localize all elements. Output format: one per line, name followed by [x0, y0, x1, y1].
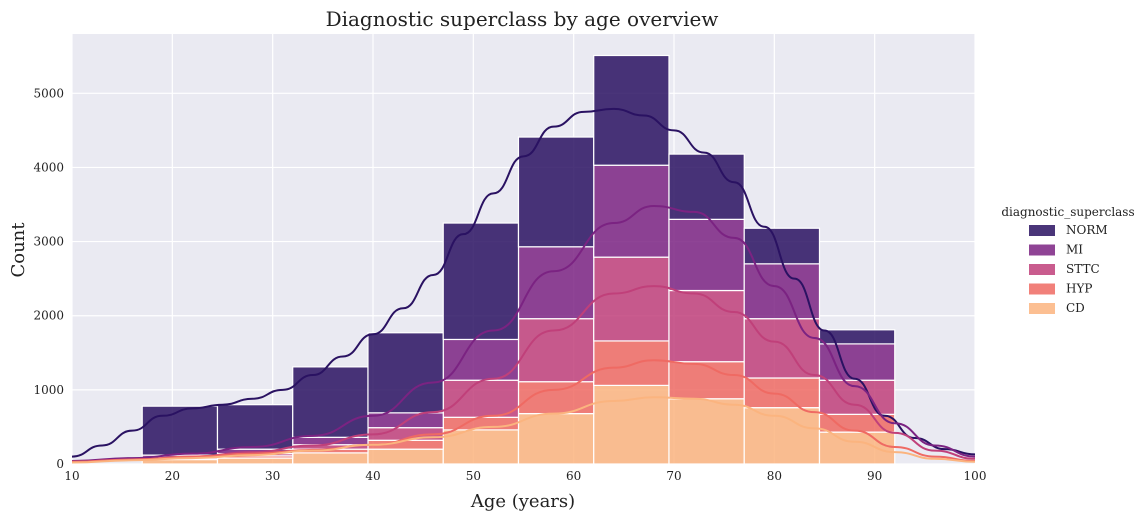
y-axis-title: Count: [8, 222, 29, 278]
x-tick-label: 90: [867, 469, 882, 483]
x-tick-label: 40: [365, 469, 380, 483]
bar-sttc: [517, 318, 595, 383]
x-tick-labels: 10 20 30 40 50 60 70 80 90 100: [64, 469, 986, 483]
bar-cd: [517, 412, 595, 465]
bar-norm: [668, 153, 745, 220]
y-tick-label: 3000: [33, 235, 64, 249]
bar-sttc: [442, 379, 520, 418]
y-tick-labels: 0 1000 2000 3000 4000 5000: [33, 86, 64, 471]
y-tick-label: 2000: [33, 309, 64, 323]
bar-mi: [668, 218, 745, 292]
bar-norm: [517, 136, 595, 248]
bar-cd: [818, 431, 896, 465]
bar-hyp: [593, 340, 670, 387]
bar-cd: [668, 398, 745, 465]
y-tick-label: 0: [56, 457, 64, 471]
x-tick-label: 50: [466, 469, 481, 483]
bar-norm: [818, 329, 896, 345]
legend-label-mi: MI: [1066, 243, 1083, 257]
kde-cd: [71, 396, 976, 464]
x-tick-label: 60: [566, 469, 581, 483]
bar-cd: [367, 448, 444, 465]
x-tick-label: 80: [767, 469, 782, 483]
bar-cd: [216, 457, 294, 465]
legend-swatch-hyp: [1029, 283, 1055, 295]
bar-norm: [442, 222, 520, 341]
x-tick-label: 70: [666, 469, 681, 483]
kde-hyp: [71, 359, 976, 463]
x-tick-label: 20: [165, 469, 180, 483]
legend-swatch-sttc: [1029, 264, 1055, 275]
bar-norm: [141, 405, 219, 456]
kde-mi: [71, 204, 976, 463]
bar-norm: [593, 54, 670, 166]
bar-sttc: [668, 289, 745, 363]
x-tick-label: 100: [964, 469, 987, 483]
bar-cd: [593, 384, 670, 465]
bar-norm: [367, 332, 444, 414]
bar-hyp: [743, 377, 821, 409]
bars-layer: [141, 54, 896, 465]
y-tick-label: 4000: [33, 160, 64, 174]
x-axis-title: Age (years): [470, 491, 575, 512]
legend-swatch-mi: [1029, 244, 1055, 256]
bar-mi: [818, 343, 896, 381]
bar-mi: [517, 246, 595, 320]
bar-sttc: [593, 256, 670, 342]
legend-swatch-cd: [1029, 303, 1055, 314]
legend-title: diagnostic_superclass: [1001, 205, 1134, 219]
bar-mi: [593, 164, 670, 258]
kde-norm: [71, 107, 976, 458]
bar-mi: [743, 263, 821, 320]
legend-label-hyp: HYP: [1066, 282, 1092, 296]
x-tick-label: 10: [64, 469, 79, 483]
y-tick-label: 1000: [33, 383, 64, 397]
legend-swatch-norm: [1029, 225, 1055, 236]
kde-curves-layer: [71, 107, 976, 464]
chart-title: Diagnostic superclass by age overview: [326, 7, 719, 31]
kde-sttc: [71, 285, 976, 463]
bar-cd: [292, 452, 369, 465]
bar-hyp: [668, 361, 745, 400]
legend-label-sttc: STTC: [1066, 262, 1100, 276]
x-tick-label: 30: [265, 469, 280, 483]
y-tick-label: 5000: [33, 86, 64, 100]
legend-label-cd: CD: [1066, 301, 1085, 315]
legend-label-norm: NORM: [1066, 223, 1108, 237]
legend: diagnostic_superclass NORM MI STTC HYP CD: [1001, 205, 1134, 315]
